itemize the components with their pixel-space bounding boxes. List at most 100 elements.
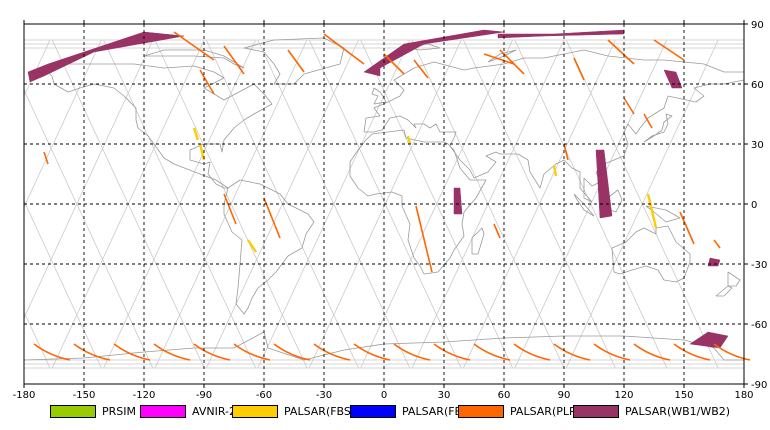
x-tick-label: 150	[674, 390, 693, 400]
legend-label-palsar-fbd: PALSAR(FBD)	[402, 404, 475, 418]
orbit-track	[360, 39, 513, 369]
palsar-plr-strip	[353, 343, 391, 361]
palsar-plr-strip	[415, 205, 433, 273]
orbit-track	[463, 39, 616, 369]
coastline	[349, 129, 487, 275]
palsar-plr-strip	[493, 223, 501, 239]
palsar-plr-strip	[673, 343, 711, 361]
palsar-plr-strip	[43, 151, 49, 165]
palsar-plr-strip	[473, 343, 511, 361]
palsar-plr-strip	[383, 53, 405, 75]
coastline	[611, 225, 691, 283]
legend-label-palsar-plr: PALSAR(PLR)	[510, 404, 581, 418]
coastline	[23, 331, 744, 361]
coastline	[471, 227, 485, 255]
orbit-track	[23, 40, 154, 369]
coastlines	[23, 37, 745, 361]
orbit-track	[103, 39, 256, 369]
coastline	[727, 271, 741, 287]
legend-item-palsar-fbs: PALSAR(FBS)	[232, 403, 355, 419]
palsar-fbs-strip	[406, 135, 412, 145]
coastline	[371, 87, 387, 105]
palsar-plr-strip	[413, 59, 429, 79]
palsar-plr-strip	[113, 343, 151, 361]
x-tick-label: 60	[498, 390, 511, 400]
palsar-plr-strip	[173, 31, 215, 61]
palsar-plr-strip	[287, 49, 305, 73]
coastline	[573, 193, 595, 217]
coastline	[715, 285, 733, 297]
y-tick-label: 90	[751, 20, 764, 31]
palsar-plr-strip	[233, 343, 271, 361]
palsar-plr-strip	[607, 39, 635, 65]
palsar-plr-strip	[193, 343, 231, 361]
palsar-plr-strip	[573, 57, 585, 81]
palsar-plr-strip	[153, 343, 191, 361]
palsar-wb-strip	[453, 187, 463, 215]
x-tick-label: 0	[381, 390, 387, 400]
palsar-wb-strip	[707, 257, 721, 267]
palsar-wb-strip	[689, 331, 729, 349]
palsar-plr-strip	[653, 39, 685, 61]
y-tick-label: -90	[751, 380, 767, 391]
x-tick-label: -120	[133, 390, 156, 400]
palsar-plr-strip	[33, 343, 71, 361]
x-tick-label: -180	[13, 390, 36, 400]
coastline	[223, 179, 315, 315]
palsar-wb-strip	[497, 29, 625, 39]
legend-swatch-palsar-plr	[458, 404, 504, 418]
coastline	[487, 49, 517, 63]
legend-label-palsar-fbs: PALSAR(FBS)	[284, 404, 356, 418]
y-tick-label: 30	[751, 140, 764, 151]
coastline	[364, 79, 745, 203]
palsar-plr-strip	[513, 343, 551, 361]
legend-swatch-prism	[50, 404, 96, 418]
x-tick-label: -150	[73, 390, 96, 400]
palsar-fbs-strip	[552, 165, 558, 177]
x-tick-label: -90	[196, 390, 212, 400]
palsar-fbs-strip	[192, 127, 200, 141]
palsar-plr-strip	[713, 343, 751, 361]
palsar-plr-strip	[623, 97, 635, 115]
x-tick-label: 120	[614, 390, 633, 400]
legend-swatch-palsar-fbd	[350, 404, 396, 418]
legend-item-palsar-fbd: PALSAR(FBD)	[350, 403, 475, 419]
palsar-wb-strip	[663, 69, 683, 89]
legend-label-palsar-wb: PALSAR(WB1/WB2)	[625, 404, 731, 418]
palsar-plr-strip	[73, 343, 111, 361]
x-tick-label: 180	[734, 390, 753, 400]
x-tick-label: 30	[438, 390, 451, 400]
palsar-plr-strip	[273, 343, 311, 361]
palsar-plr-strip	[223, 45, 245, 75]
x-tick-label: -60	[256, 390, 272, 400]
y-tick-label: -60	[751, 320, 767, 331]
palsar-plr-strip	[223, 193, 237, 225]
palsar-plr-strip	[643, 113, 653, 129]
axis-ticks: -180 -150 -120 -90 -60 -30 0 30 60 90 120 150 180 90 6…	[13, 20, 767, 400]
palsar-plr-strip	[593, 343, 631, 361]
palsar-plr-strip	[263, 197, 281, 239]
legend-swatch-palsar-fbs	[232, 404, 278, 418]
legend-swatch-avnir2	[140, 404, 186, 418]
legend: PRSIM AVNIR-2 PALSAR(FBS) PALSAR(FBD) PA…	[0, 400, 770, 424]
palsar-plr-strip	[633, 343, 671, 361]
y-tick-label: 0	[751, 200, 757, 211]
legend-item-prism: PRSIM	[50, 403, 136, 419]
legend-swatch-palsar-wb	[573, 404, 619, 418]
palsar-wb-strip	[363, 29, 505, 77]
palsar-fbs-strip	[247, 239, 257, 253]
palsar-plr-strip	[323, 33, 365, 65]
palsar-plr-strip	[313, 343, 351, 361]
palsar-plr-strip	[563, 143, 569, 161]
palsar-fbs-strip	[198, 143, 206, 161]
palsar-plr-strip	[483, 53, 515, 65]
coastline	[243, 37, 345, 85]
legend-item-avnir2: AVNIR-2	[140, 403, 236, 419]
y-tick-label: -30	[751, 260, 767, 271]
legend-label-prism: PRSIM	[102, 404, 136, 418]
palsar-plr-strip	[393, 343, 431, 361]
palsar-plr-strip	[199, 69, 215, 95]
y-tick-label: 60	[751, 80, 764, 91]
x-tick-label: 90	[558, 390, 571, 400]
coastline	[643, 113, 673, 143]
